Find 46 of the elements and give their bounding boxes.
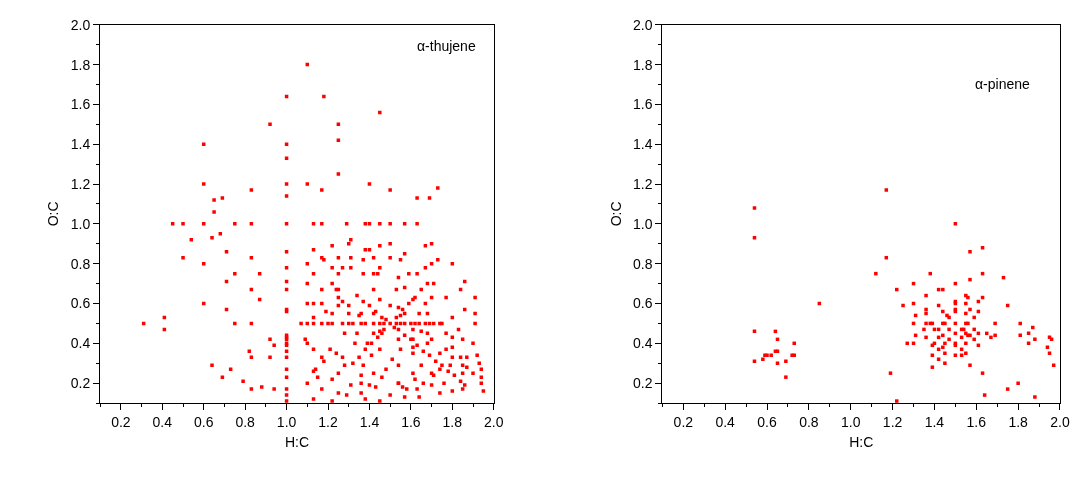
y-tick-label: 0.2 bbox=[633, 375, 653, 392]
y-tick-label: 0.8 bbox=[633, 255, 653, 272]
y-tick-label: 1.8 bbox=[70, 56, 91, 73]
x-tick-label: 1.0 bbox=[841, 413, 861, 430]
y-tick-label: 0.4 bbox=[633, 335, 653, 352]
y-tick-label: 1.6 bbox=[70, 96, 91, 113]
y-tick-label: 1.2 bbox=[633, 175, 653, 192]
y-tick-label: 1.4 bbox=[70, 136, 91, 153]
annotation: α-thujene bbox=[417, 38, 476, 54]
y-axis-title: O:C bbox=[45, 201, 62, 227]
x-tick-label: 1.2 bbox=[318, 413, 338, 430]
y-tick-label: 1.2 bbox=[70, 175, 91, 192]
y-tick-label: 0.4 bbox=[70, 335, 91, 352]
y-tick-label: 1.8 bbox=[633, 56, 653, 73]
x-tick-label: 0.2 bbox=[111, 413, 131, 430]
x-tick-label: 1.6 bbox=[401, 413, 421, 430]
x-tick-label: 2.0 bbox=[484, 413, 504, 430]
y-tick-label: 1.4 bbox=[633, 136, 653, 153]
x-tick-label: 1.2 bbox=[882, 413, 903, 430]
x-tick-label: 2.0 bbox=[1050, 413, 1070, 430]
annotation: α-pinene bbox=[975, 76, 1031, 92]
y-tick-label: 1.0 bbox=[70, 215, 91, 232]
x-tick-label: 0.4 bbox=[152, 413, 173, 430]
y-tick-label: 1.6 bbox=[633, 96, 653, 113]
y-tick-label: 0.2 bbox=[70, 375, 91, 392]
x-tick-label: 1.8 bbox=[1008, 413, 1029, 430]
x-tick-label: 0.6 bbox=[194, 413, 214, 430]
y-tick-label: 2.0 bbox=[70, 16, 91, 33]
x-tick-label: 0.2 bbox=[673, 413, 694, 430]
y-axis-title: O:C bbox=[607, 201, 624, 227]
x-tick-label: 1.0 bbox=[276, 413, 297, 430]
x-tick-label: 0.8 bbox=[235, 413, 256, 430]
x-tick-label: 0.6 bbox=[757, 413, 777, 430]
x-axis-title: H:C bbox=[284, 434, 310, 451]
x-tick-label: 1.6 bbox=[966, 413, 987, 430]
x-tick-label: 1.4 bbox=[359, 413, 380, 430]
x-tick-label: 0.4 bbox=[715, 413, 736, 430]
y-tick-label: 1.0 bbox=[633, 215, 653, 232]
y-tick-label: 0.8 bbox=[70, 255, 91, 272]
x-tick-label: 0.8 bbox=[799, 413, 819, 430]
y-tick-label: 2.0 bbox=[633, 16, 653, 33]
y-tick-label: 0.6 bbox=[633, 295, 653, 312]
x-tick-label: 1.8 bbox=[442, 413, 463, 430]
x-axis-title: H:C bbox=[849, 434, 874, 451]
y-tick-label: 0.6 bbox=[70, 295, 91, 312]
x-tick-label: 1.4 bbox=[924, 413, 945, 430]
